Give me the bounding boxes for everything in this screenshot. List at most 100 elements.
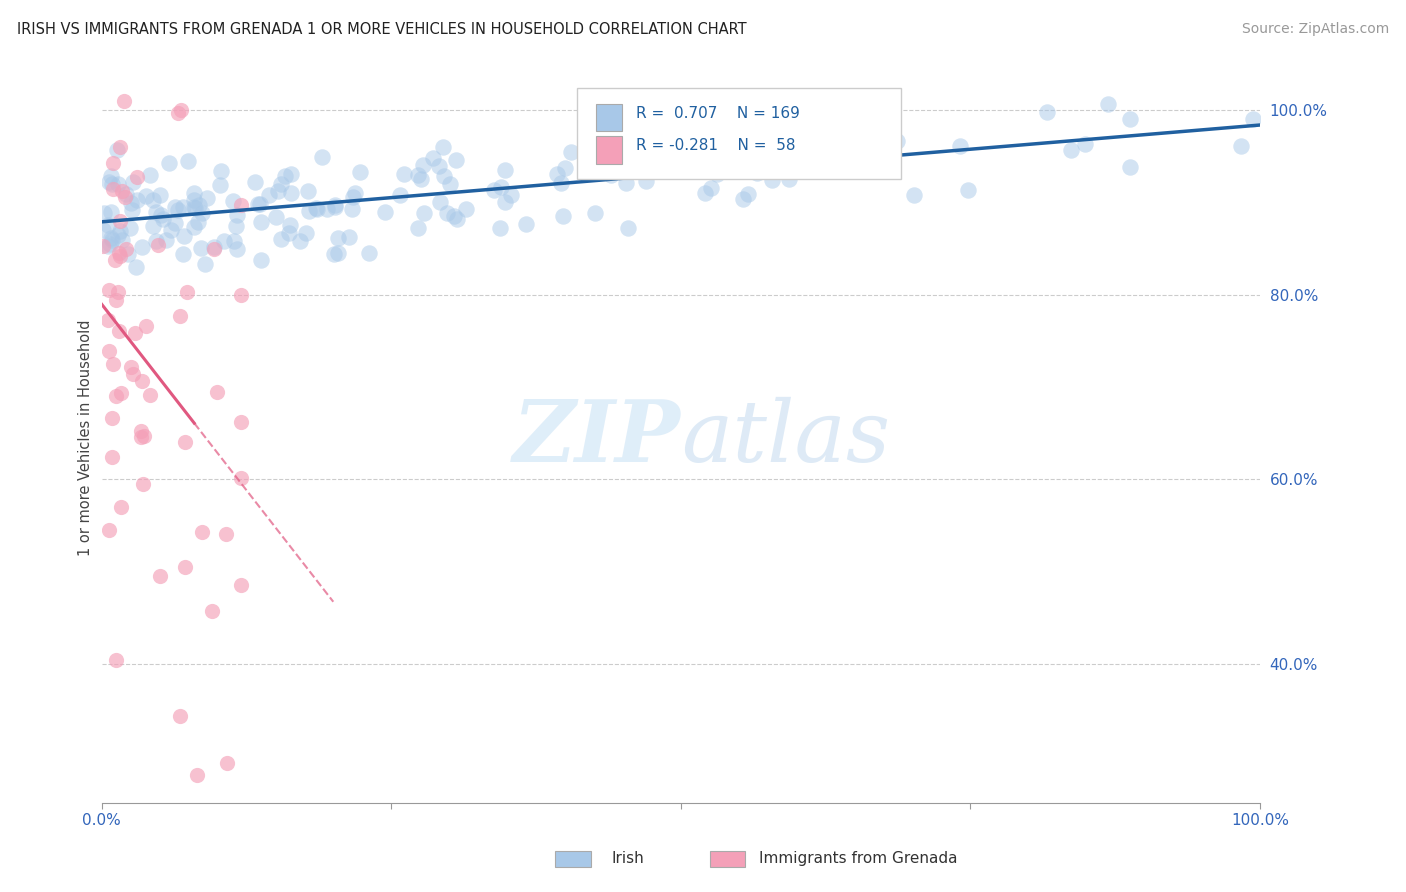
Point (270, 232, 292, 246)
Point (614, 176, 637, 190)
Point (554, 161, 576, 176)
Point (208, 178, 231, 193)
Point (602, 155, 624, 169)
Point (98, 283, 121, 297)
Text: Irish: Irish (612, 851, 644, 865)
Point (389, 187, 412, 202)
Point (139, 168, 162, 182)
Point (120, 360, 142, 375)
Point (98, 524, 121, 538)
Point (1060, 143, 1083, 157)
Point (298, 204, 321, 219)
Point (111, 184, 134, 198)
Point (165, 200, 187, 214)
Point (91, 239, 114, 253)
Point (146, 238, 169, 252)
Point (326, 230, 349, 244)
Point (114, 189, 136, 203)
Point (444, 153, 467, 167)
Point (264, 210, 287, 224)
Point (131, 430, 153, 444)
Point (195, 191, 218, 205)
Point (706, 167, 728, 181)
Point (107, 285, 129, 299)
Point (305, 201, 328, 215)
Point (1097, 97, 1119, 112)
Point (160, 223, 183, 237)
Point (305, 202, 328, 216)
Point (828, 130, 851, 145)
Point (553, 209, 575, 223)
Point (108, 248, 131, 262)
Point (110, 386, 132, 401)
Point (454, 202, 477, 216)
Point (1036, 105, 1059, 120)
Point (103, 182, 125, 196)
Point (100, 204, 122, 219)
Point (1074, 137, 1097, 152)
Point (443, 209, 465, 223)
Point (413, 206, 436, 220)
Point (149, 569, 172, 583)
Point (108, 246, 131, 260)
Point (122, 367, 145, 381)
Point (183, 193, 205, 207)
Point (747, 166, 769, 180)
Point (155, 233, 177, 247)
Point (408, 221, 430, 235)
Point (695, 186, 717, 201)
Point (311, 150, 333, 164)
Point (202, 242, 225, 256)
Point (229, 415, 252, 429)
Point (427, 159, 450, 173)
Point (152, 212, 174, 227)
Point (606, 155, 628, 169)
Point (222, 194, 245, 208)
Point (274, 169, 297, 183)
Point (191, 206, 214, 220)
Point (145, 234, 167, 248)
Point (114, 242, 136, 256)
Point (249, 197, 271, 211)
Point (645, 133, 668, 147)
Point (501, 187, 523, 202)
Point (129, 425, 152, 439)
Point (737, 186, 759, 201)
Text: IRISH VS IMMIGRANTS FROM GRENADA 1 OR MORE VEHICLES IN HOUSEHOLD CORRELATION CHA: IRISH VS IMMIGRANTS FROM GRENADA 1 OR MO… (17, 22, 747, 37)
Point (349, 164, 371, 178)
Point (1118, 160, 1140, 174)
Point (515, 217, 537, 231)
Point (127, 193, 149, 207)
Point (91, 223, 114, 237)
Point (202, 240, 225, 254)
Point (494, 163, 516, 178)
Point (135, 189, 157, 203)
Point (169, 103, 191, 117)
Point (278, 226, 301, 240)
Point (169, 709, 191, 723)
Point (97, 344, 120, 359)
Point (482, 183, 505, 197)
Point (190, 524, 212, 539)
Point (270, 178, 292, 192)
Point (215, 756, 238, 770)
Point (174, 560, 197, 574)
Point (575, 135, 598, 149)
Point (600, 134, 623, 148)
Point (101, 156, 124, 170)
Point (837, 136, 859, 150)
FancyBboxPatch shape (576, 87, 901, 178)
Point (105, 143, 128, 157)
Point (127, 169, 149, 184)
Text: Immigrants from Grenada: Immigrants from Grenada (759, 851, 957, 865)
Point (821, 139, 844, 153)
Point (229, 198, 252, 212)
Text: atlas: atlas (681, 396, 890, 479)
Point (229, 288, 252, 302)
Point (166, 106, 188, 120)
Point (340, 202, 363, 217)
Point (169, 309, 191, 323)
Point (184, 202, 207, 216)
Text: ZIP: ZIP (513, 396, 681, 480)
Point (323, 200, 346, 214)
